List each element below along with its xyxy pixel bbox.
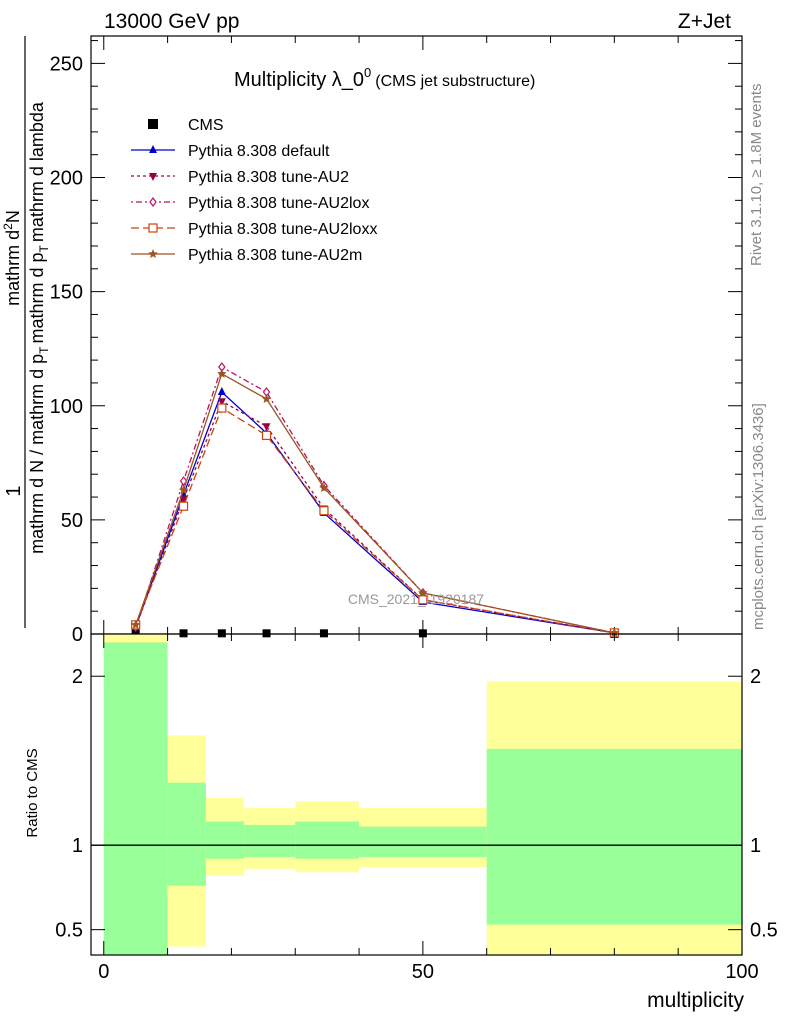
marker-square-open xyxy=(178,501,189,511)
title-extra: (CMS jet substructure) xyxy=(375,73,535,90)
ylabel-den: mathrm d N / mathrm d p xyxy=(27,354,47,554)
marker-square-open xyxy=(261,430,272,441)
marker-triangle-down xyxy=(149,173,157,181)
marker-star xyxy=(217,368,227,378)
marker-square xyxy=(217,629,226,638)
ylabel-num: 1 xyxy=(3,485,25,496)
ratio-band-inner xyxy=(359,826,487,858)
legend-label: Pythia 8.308 default xyxy=(188,143,330,160)
marker-star xyxy=(609,627,620,637)
marker-square xyxy=(319,629,328,638)
legend-label: Pythia 8.308 tune-AU2m xyxy=(188,247,362,264)
svg-text:mathrm d2N: mathrm d2N xyxy=(1,210,23,306)
ratio-band-inner xyxy=(205,821,245,859)
marker-star xyxy=(319,482,329,492)
ratio-band-inner xyxy=(103,642,168,955)
ratio-y-tick-label: 0.5 xyxy=(55,920,83,942)
marker-square xyxy=(179,629,188,638)
ylabel-den-sub: T xyxy=(37,346,51,354)
ratio-y-tick-label-right: 0.5 xyxy=(750,920,778,942)
main-y-label: 1 mathrm d2N mathrm d N / mathrm d pTmat… xyxy=(1,36,51,628)
ratio-band-inner xyxy=(295,821,360,859)
ratio-y-tick-label-right: 2 xyxy=(750,666,761,688)
legend: CMS Pythia 8.308 default Pythia 8.308 tune… xyxy=(131,117,377,264)
main-y-tick-label: 250 xyxy=(50,53,83,75)
watermark: CMS_2021_I1920187 xyxy=(348,591,484,607)
title-sup: 0 xyxy=(364,65,371,80)
marker-triangle-down xyxy=(262,423,271,432)
ratio-frame-border xyxy=(90,633,743,956)
legend-label: Pythia 8.308 tune-AU2 xyxy=(188,169,349,186)
ratio-bands xyxy=(91,634,742,955)
ratio-band-inner xyxy=(486,748,742,925)
legend-label: Pythia 8.308 tune-AU2loxx xyxy=(188,221,377,238)
marker-triangle-up xyxy=(149,145,157,153)
marker-square xyxy=(131,629,140,638)
marker-square xyxy=(148,119,158,129)
ylabel-tail2: mathrm d lambda xyxy=(27,101,47,242)
process-label: Z+Jet xyxy=(678,10,731,33)
legend-label: CMS xyxy=(188,117,224,134)
marker-square-open xyxy=(148,223,158,233)
svg-text:Multiplicity λ_00(CMS jet subs: Multiplicity λ_00 (CMS jet substructure) xyxy=(234,65,535,91)
ratio-y-tick-label: 1 xyxy=(72,835,83,857)
ratio-y-label: Ratio to CMS xyxy=(24,748,41,837)
ylabel-numer: mathrm d xyxy=(3,230,23,306)
marker-square xyxy=(262,629,271,638)
marker-triangle-down xyxy=(179,496,188,505)
mcplots-label: mcplots.cern.ch [arXiv:1306.3436] xyxy=(750,403,767,630)
svg-text:mathrm d N / mathrm d pTmathrm: mathrm d N / mathrm d pTmathrm d pTmathr… xyxy=(27,101,51,554)
ratio-band-inner xyxy=(167,782,206,886)
marker-square-open xyxy=(418,595,428,605)
x-axis-label: multiplicity xyxy=(647,989,744,1012)
marker-square-open xyxy=(319,506,329,516)
marker-star xyxy=(261,393,272,403)
ratio-x-tick-label: 100 xyxy=(725,961,758,983)
ratio-y-tick-label-right: 1 xyxy=(750,835,761,857)
main-y-tick-label: 200 xyxy=(50,168,83,190)
main-y-tick-label: 100 xyxy=(50,396,83,418)
ratio-y-tick-label: 2 xyxy=(72,666,83,688)
marker-star xyxy=(418,587,428,597)
ylabel-numer-tail: N xyxy=(3,210,23,223)
marker-star xyxy=(178,485,189,495)
main-plot-title: Multiplicity λ_00 (CMS jet substructure) xyxy=(234,65,535,91)
main-y-tick-label: 150 xyxy=(50,282,83,304)
main-y-tick-label: 0 xyxy=(72,624,83,646)
rivet-label: Rivet 3.1.10, ≥ 1.8M events xyxy=(748,84,765,267)
legend-label: Pythia 8.308 tune-AU2lox xyxy=(188,195,369,212)
marker-triangle-up xyxy=(217,387,226,396)
marker-diamond-open xyxy=(179,476,188,487)
main-plot-series xyxy=(130,361,620,638)
ratio-x-tick-label: 0 xyxy=(98,961,109,983)
marker-diamond-open xyxy=(149,197,157,207)
title-main: Multiplicity λ_0 xyxy=(234,69,364,91)
ylabel-tail-sub: T xyxy=(37,244,51,252)
marker-star xyxy=(130,619,141,629)
marker-square xyxy=(418,629,427,638)
marker-star xyxy=(148,249,158,258)
marker-square-open xyxy=(217,403,227,413)
ylabel-tail: mathrm d p xyxy=(27,252,47,343)
ylabel-numer-sup: 2 xyxy=(1,223,15,230)
ratio-plot-frame: 0.5 0.5 1 1 2 2 0 50 100 xyxy=(55,633,778,983)
ratio-band-inner xyxy=(244,824,296,858)
energy-label: 13000 GeV pp xyxy=(104,10,239,33)
main-y-tick-label: 50 xyxy=(61,510,83,532)
marker-triangle-down xyxy=(217,398,226,407)
ratio-x-tick-label: 50 xyxy=(412,961,434,983)
